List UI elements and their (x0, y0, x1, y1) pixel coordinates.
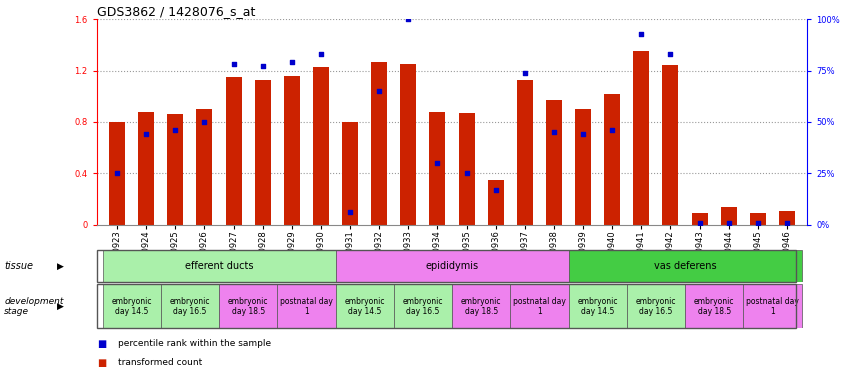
Text: efferent ducts: efferent ducts (185, 261, 253, 271)
Point (198, 119, 211, 125)
Point (693, 220, 706, 226)
Bar (685, 284, 743, 328)
Text: embryonic
day 16.5: embryonic day 16.5 (636, 296, 676, 316)
Point (343, 209, 357, 215)
Point (285, 59, 299, 65)
Point (518, 70, 532, 76)
Text: percentile rank within the sample: percentile rank within the sample (118, 339, 271, 348)
Bar (604, 94, 620, 225)
Point (751, 220, 764, 226)
Bar (394, 284, 452, 328)
Bar (167, 114, 183, 225)
Bar (569, 284, 627, 328)
Point (780, 220, 794, 226)
Bar (721, 207, 737, 225)
Point (169, 127, 182, 133)
Bar (663, 65, 679, 225)
Bar (313, 67, 329, 225)
Text: embryonic
day 18.5: embryonic day 18.5 (461, 296, 501, 316)
Text: postnatal day
1: postnatal day 1 (513, 296, 566, 316)
Text: postnatal day
1: postnatal day 1 (280, 296, 333, 316)
Bar (779, 210, 795, 225)
Bar (743, 284, 801, 328)
Point (256, 63, 269, 70)
Point (722, 220, 735, 226)
Text: embryonic
day 16.5: embryonic day 16.5 (403, 296, 443, 316)
Bar (161, 284, 219, 328)
Text: epididymis: epididymis (426, 261, 479, 271)
Point (373, 88, 386, 94)
Bar (400, 64, 416, 225)
Point (606, 127, 619, 133)
Point (431, 160, 444, 166)
Point (315, 51, 328, 57)
Bar (691, 213, 707, 225)
Text: embryonic
day 16.5: embryonic day 16.5 (170, 296, 210, 316)
Point (489, 187, 502, 193)
Point (547, 129, 561, 135)
Text: ▶: ▶ (57, 262, 64, 270)
Text: transformed count: transformed count (118, 358, 202, 367)
Bar (284, 76, 300, 225)
Text: ■: ■ (97, 339, 106, 349)
Text: development
stage: development stage (4, 296, 64, 316)
Bar (458, 113, 474, 225)
Bar (197, 109, 213, 225)
Bar (336, 284, 394, 328)
Point (664, 51, 677, 57)
Bar (103, 284, 161, 328)
Bar (103, 250, 336, 282)
Text: ■: ■ (97, 358, 106, 368)
Bar (517, 79, 533, 225)
Text: embryonic
day 14.5: embryonic day 14.5 (578, 296, 618, 316)
Text: tissue: tissue (4, 261, 33, 271)
Point (576, 131, 590, 137)
Bar (750, 213, 766, 225)
Bar (452, 284, 510, 328)
Text: embryonic
day 14.5: embryonic day 14.5 (111, 296, 152, 316)
Bar (225, 77, 241, 225)
Point (140, 131, 153, 137)
Text: embryonic
day 14.5: embryonic day 14.5 (345, 296, 385, 316)
Bar (633, 51, 649, 225)
Point (110, 170, 124, 176)
Text: postnatal day
1: postnatal day 1 (746, 296, 799, 316)
Point (227, 61, 241, 68)
Text: embryonic
day 18.5: embryonic day 18.5 (694, 296, 734, 316)
Bar (430, 112, 446, 225)
Bar (488, 180, 504, 225)
Bar (336, 250, 569, 282)
Point (635, 30, 648, 36)
Bar (255, 79, 271, 225)
Point (402, 16, 415, 22)
Point (460, 170, 473, 176)
Bar (627, 284, 685, 328)
Bar (371, 61, 387, 225)
Text: vas deferens: vas deferens (653, 261, 717, 271)
Bar (342, 122, 358, 225)
Bar (109, 122, 125, 225)
Text: GDS3862 / 1428076_s_at: GDS3862 / 1428076_s_at (97, 5, 255, 18)
Bar (510, 284, 569, 328)
Bar (569, 250, 801, 282)
Bar (546, 100, 562, 225)
Bar (138, 112, 154, 225)
Bar (575, 109, 591, 225)
Bar (219, 284, 278, 328)
Bar (278, 284, 336, 328)
Text: ▶: ▶ (57, 302, 64, 311)
Text: embryonic
day 18.5: embryonic day 18.5 (228, 296, 268, 316)
